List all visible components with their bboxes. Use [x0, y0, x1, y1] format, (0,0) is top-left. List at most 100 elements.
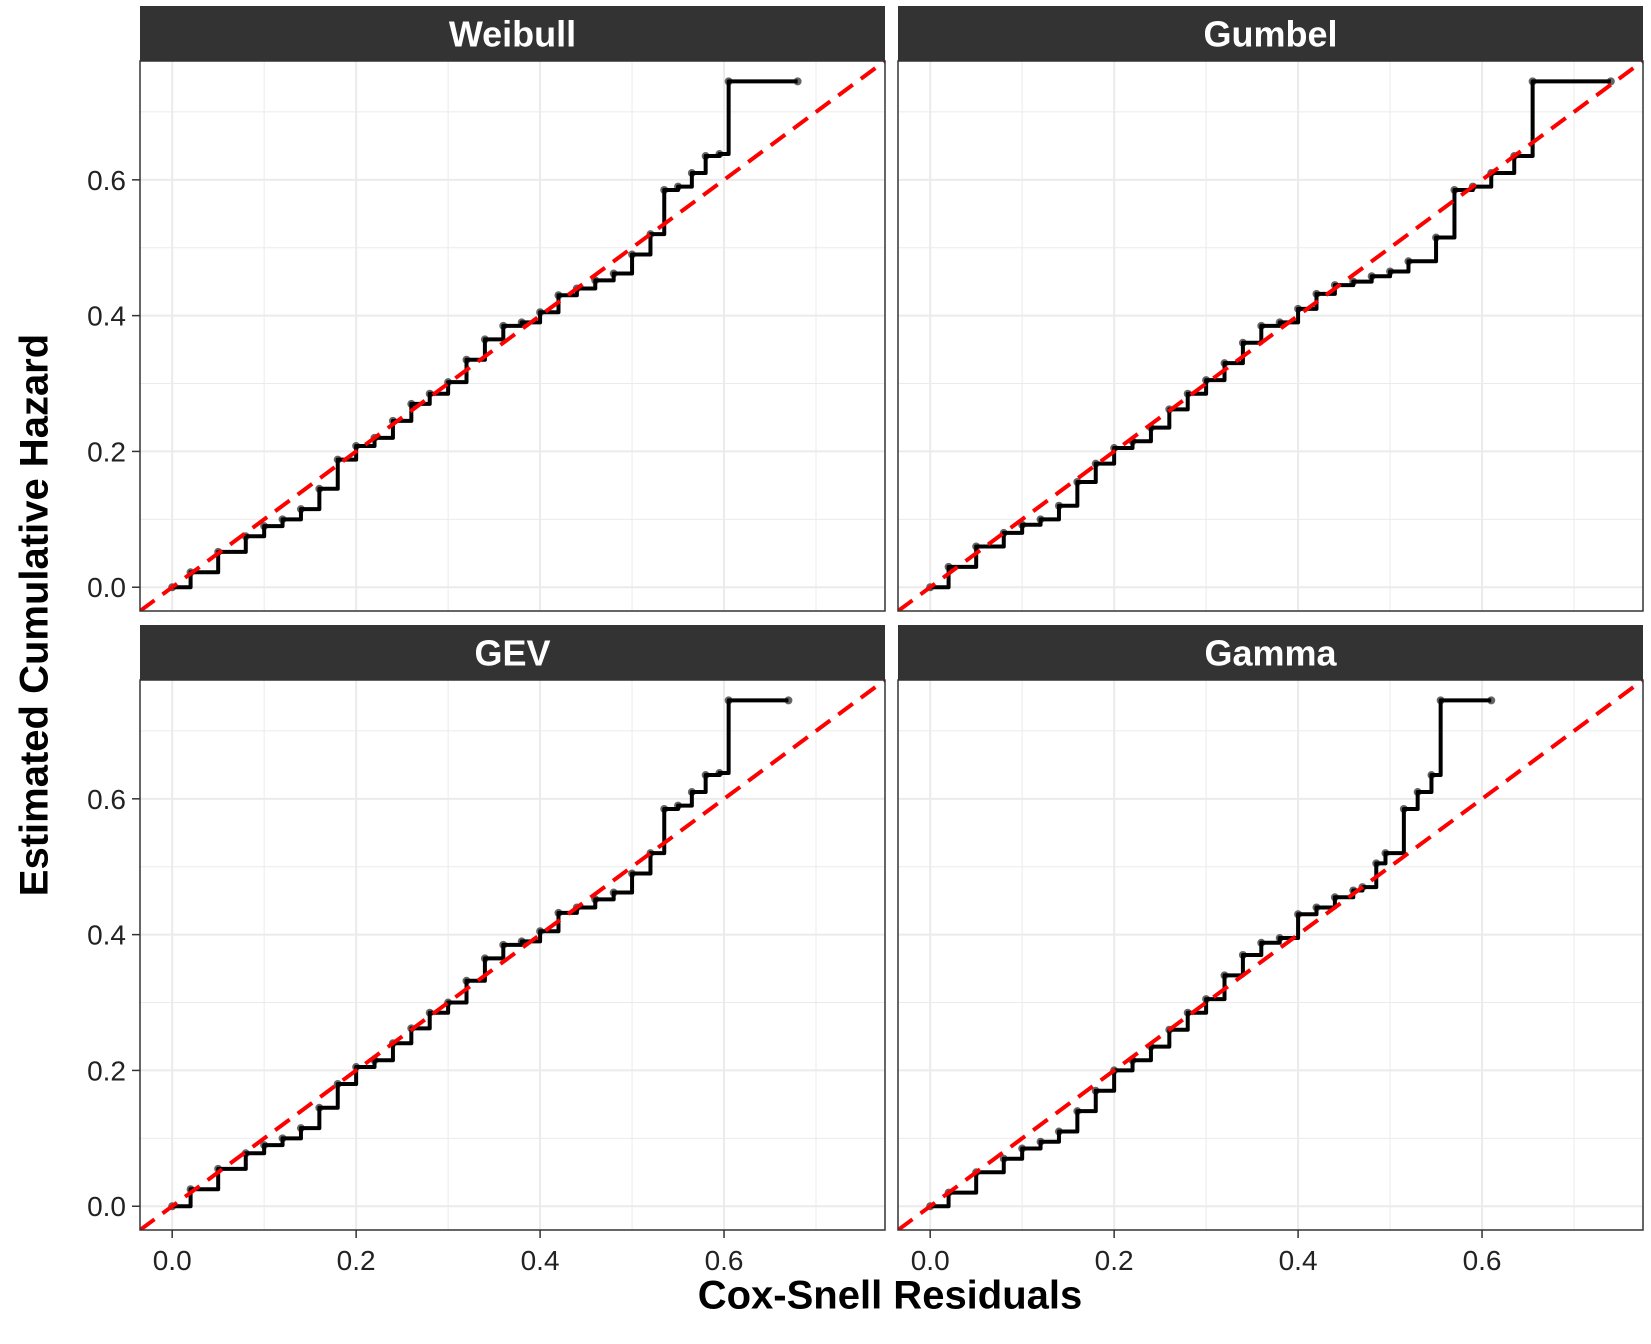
data-point	[1054, 501, 1063, 510]
data-point	[315, 1103, 324, 1112]
data-point	[628, 250, 637, 259]
panel-gamma: Gamma 0.0 0.2 0.4 0.6	[897, 625, 1644, 1276]
data-point	[660, 186, 669, 195]
step-line	[172, 79, 798, 590]
x-tick-label: 0.0	[153, 1245, 192, 1276]
y-axis-title-container: Estimated Cumulative Hazard	[0, 0, 70, 1230]
strip-title: Gamma	[1204, 633, 1337, 674]
data-point	[944, 562, 953, 571]
panel-border	[897, 60, 1644, 612]
data-point	[715, 769, 724, 778]
data-point	[1036, 1137, 1045, 1146]
y-tick-label: 0.0	[87, 1191, 126, 1222]
y-tick-label: 0.0	[87, 572, 126, 603]
data-point	[536, 308, 545, 317]
data-point	[1312, 289, 1321, 298]
x-axis-title: Cox-Snell Residuals	[697, 1273, 1083, 1318]
data-point	[425, 389, 434, 398]
data-point	[407, 399, 416, 408]
data-point	[1220, 971, 1229, 980]
data-point	[1275, 934, 1284, 943]
y-axis-title: Estimated Cumulative Hazard	[12, 333, 57, 897]
data-point	[972, 542, 981, 551]
data-point	[1432, 233, 1441, 242]
x-tick-label: 0.2	[1095, 1245, 1134, 1276]
x-tick-label: 0.2	[337, 1245, 376, 1276]
data-point	[628, 869, 637, 878]
data-point	[1073, 1107, 1082, 1116]
panel-gev: GEV 0.0 0.2 0.4 0.6 0.0 0.2 0.4 0.6	[87, 625, 886, 1276]
data-point	[1183, 389, 1192, 398]
data-point	[1413, 788, 1422, 797]
data-point	[1018, 1144, 1027, 1153]
data-point	[674, 182, 683, 191]
data-point	[554, 291, 563, 300]
data-point	[352, 442, 361, 450]
data-point	[1528, 77, 1537, 86]
data-point	[1386, 267, 1395, 276]
data-point	[517, 318, 526, 327]
y-tick-label: 0.6	[87, 784, 126, 815]
data-point	[1404, 257, 1413, 266]
strip-title: Gumbel	[1203, 14, 1337, 55]
y-tick-label: 0.2	[87, 1055, 126, 1086]
x-tick-label: 0.4	[1279, 1245, 1318, 1276]
data-point	[536, 927, 545, 936]
data-point	[701, 771, 710, 780]
data-point	[1110, 444, 1119, 453]
panel-gumbel: Gumbel	[897, 6, 1644, 612]
data-point	[793, 77, 802, 86]
data-point	[480, 954, 489, 963]
y-tick-label: 0.4	[87, 920, 126, 951]
strip-background	[140, 6, 885, 61]
data-point	[715, 150, 724, 159]
data-point	[425, 1008, 434, 1017]
reference-line	[140, 680, 885, 1230]
strip-title: Weibull	[449, 14, 576, 55]
panel-border	[139, 60, 886, 612]
data-point	[1257, 938, 1266, 947]
data-point	[1294, 304, 1303, 313]
reference-line	[898, 680, 1643, 1230]
reference-line	[898, 61, 1643, 611]
x-tick-label: 0.6	[705, 1245, 744, 1276]
data-point	[687, 788, 696, 797]
data-point	[1372, 859, 1381, 868]
data-point	[554, 908, 563, 917]
data-point	[724, 696, 733, 705]
data-point	[1487, 696, 1496, 705]
x-tick-label: 0.4	[521, 1245, 560, 1276]
data-point	[1294, 910, 1303, 919]
data-point	[260, 522, 269, 531]
data-point	[1091, 459, 1100, 468]
data-point	[1073, 477, 1082, 486]
panel-border	[897, 679, 1644, 1231]
data-point	[1183, 1008, 1192, 1017]
data-point	[296, 1124, 305, 1133]
strip-background	[898, 6, 1643, 61]
data-point	[1427, 771, 1436, 780]
data-point	[1054, 1127, 1063, 1136]
data-point	[1202, 995, 1211, 1004]
data-point	[1367, 272, 1376, 281]
data-point	[609, 269, 618, 278]
data-point	[499, 940, 508, 949]
data-point	[701, 152, 710, 161]
y-tick-label: 0.4	[87, 301, 126, 332]
data-point	[1381, 849, 1390, 858]
panel-border	[139, 679, 886, 1231]
data-point	[333, 1080, 342, 1089]
data-point	[1399, 805, 1408, 814]
data-point	[1275, 318, 1284, 327]
data-point	[609, 888, 618, 897]
data-point	[1257, 321, 1266, 330]
data-point	[480, 335, 489, 344]
data-point	[724, 77, 733, 86]
data-point	[1349, 277, 1358, 286]
strip-background	[140, 625, 885, 680]
x-tick-label: 0.6	[1463, 1245, 1502, 1276]
x-tick-label: 0.0	[911, 1245, 950, 1276]
data-point	[660, 805, 669, 814]
data-point	[784, 696, 793, 705]
